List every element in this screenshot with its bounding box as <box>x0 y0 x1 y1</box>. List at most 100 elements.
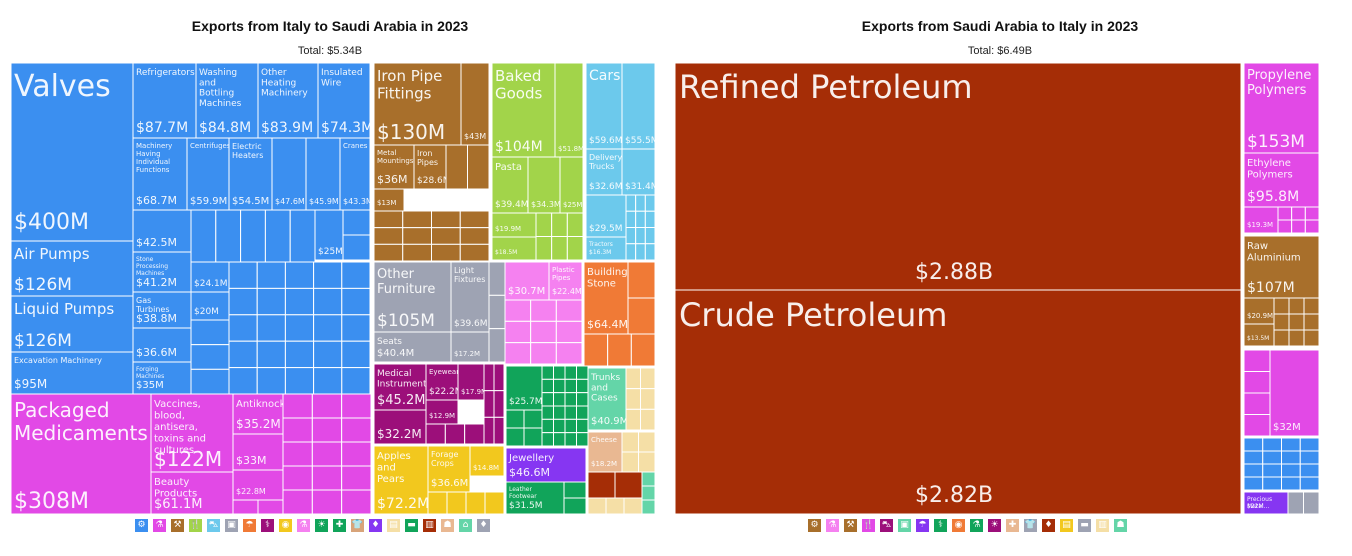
legend-mineral-icon[interactable]: ♦ <box>1041 518 1056 533</box>
legend-paper-icon[interactable]: ▤ <box>386 518 401 533</box>
treemap-cell <box>341 287 371 316</box>
legend-textiles-icon[interactable]: ▣ <box>897 518 912 533</box>
legend-footwear-icon[interactable]: ✚ <box>332 518 347 533</box>
cell-label: Fixtures <box>454 275 485 284</box>
treemap-cell <box>638 431 656 453</box>
treemap-cell <box>674 62 1242 291</box>
treemap-cell <box>1243 206 1279 234</box>
treemap-cell <box>445 144 468 190</box>
legend-textiles-icon[interactable]: ☀ <box>314 518 329 533</box>
treemap-cell <box>311 465 343 491</box>
legend-machinery-icon[interactable]: ☀ <box>987 518 1002 533</box>
legend-plastics-icon[interactable]: ⚗ <box>825 518 840 533</box>
treemap-cell <box>541 405 554 420</box>
cell-label: Leather <box>509 486 532 493</box>
cell-label: Pipes <box>552 274 571 282</box>
legend-miscellaneous-icon[interactable]: ▣ <box>224 518 239 533</box>
cell-value: $59.6M <box>589 136 623 146</box>
treemap-cell <box>576 432 589 447</box>
treemap-cell <box>564 378 577 394</box>
treemap-cell <box>627 297 656 335</box>
legend-foodstuffs-icon[interactable]: ▤ <box>1059 518 1074 533</box>
legend-animal-hides-icon[interactable]: 👕 <box>350 518 365 533</box>
treemap-cell <box>282 417 313 443</box>
treemap-cell <box>1243 371 1271 394</box>
cell-label: Footwear <box>509 493 537 500</box>
cell-value: $31.5M <box>509 501 543 511</box>
treemap-cell <box>640 408 656 431</box>
cell-value: $34.3M <box>531 200 561 209</box>
legend-weapons-icon[interactable]: ▬ <box>404 518 419 533</box>
legend-miscellaneous-icon[interactable]: 👕 <box>1023 518 1038 533</box>
legend-plastics-icon[interactable]: ⚗ <box>296 518 311 533</box>
cell-label: Machines <box>136 373 164 380</box>
treemap-cell <box>284 340 315 369</box>
legend-instruments-icon[interactable]: ⛍ <box>879 518 894 533</box>
treemap-cell <box>554 62 584 158</box>
treemap-cell <box>644 194 656 212</box>
cell-value: $32.6M <box>589 182 623 192</box>
legend-stone-glass-icon[interactable]: ☂ <box>242 518 257 533</box>
cell-value: $24.1M <box>194 279 228 289</box>
treemap-cell <box>459 227 490 245</box>
legend-mineral-icon[interactable]: ▥ <box>422 518 437 533</box>
legend-metals-icon[interactable]: ⚙ <box>807 518 822 533</box>
treemap-cell <box>576 378 589 394</box>
cell-value: $46.6M <box>509 466 550 479</box>
treemap-cell <box>530 320 557 344</box>
treemap-cell <box>256 287 286 316</box>
legend-animal-products-icon[interactable]: ✚ <box>1005 518 1020 533</box>
legend-stone-glass-icon[interactable]: ◉ <box>951 518 966 533</box>
treemap-cell <box>132 327 192 363</box>
treemap-cell <box>342 209 371 236</box>
cell-value: $43M <box>464 132 486 141</box>
treemap-cell <box>228 314 258 342</box>
legend-vegetables-icon[interactable]: ⚗ <box>969 518 984 533</box>
treemap-cell <box>373 227 404 245</box>
cell-value: $25.7M <box>509 397 543 407</box>
cell-value: $40.9M <box>591 416 628 427</box>
cell-label: Tractors <box>588 241 613 248</box>
treemap-cell <box>256 314 286 342</box>
legend-arts-icon[interactable]: ♦ <box>476 518 491 533</box>
legend-transportation-icon[interactable]: ⛍ <box>206 518 221 533</box>
cell-value: $126M <box>14 331 72 351</box>
treemap-cell <box>1287 491 1304 515</box>
cell-label: and <box>377 463 396 474</box>
treemap-cell <box>313 340 343 369</box>
legend-metals-alt-icon[interactable]: ⚒ <box>843 518 858 533</box>
legend-vegetables-icon[interactable]: ◉ <box>278 518 293 533</box>
treemap-cell <box>339 137 371 211</box>
treemap-cell <box>256 340 286 369</box>
legend-precious-metals-icon[interactable]: ☂ <box>915 518 930 533</box>
legend-machinery-icon[interactable]: ⚙ <box>134 518 149 533</box>
treemap-cell <box>341 340 371 369</box>
cell-value: $22.4M <box>552 287 582 296</box>
legend-chemicals-icon[interactable]: ⚗ <box>152 518 167 533</box>
legend-chemicals-icon[interactable]: 🍴 <box>861 518 876 533</box>
treemap-cell <box>311 441 343 467</box>
cell-value: $22.2M <box>429 387 463 397</box>
treemap-cell <box>240 209 266 263</box>
cell-label: Aluminium <box>1247 253 1301 264</box>
treemap-cell <box>493 416 505 445</box>
treemap-saudi-to-italy: Refined Petroleum $2.88B Crude Petroleum $2… <box>674 62 1320 515</box>
cell-value: $41.2M <box>136 276 177 289</box>
cell-value: $72.2M <box>377 496 429 512</box>
legend-animal-products-icon[interactable]: ☗ <box>440 518 455 533</box>
legend-precious-metals-icon[interactable]: ♦ <box>368 518 383 533</box>
legend-arts-icon[interactable]: ☗ <box>1113 518 1128 533</box>
legend-wood-icon[interactable]: ⌂ <box>458 518 473 533</box>
cell-value: $13M <box>377 199 396 207</box>
legend-metals-icon[interactable]: ⚒ <box>170 518 185 533</box>
legend-paper-icon[interactable]: ▥ <box>1095 518 1110 533</box>
legend-transportation-icon[interactable]: ▬ <box>1077 518 1092 533</box>
cell-value: $2.82B <box>915 483 993 508</box>
treemap-cell <box>553 418 566 434</box>
cell-value: $105M <box>377 311 435 331</box>
cell-value: $39.4M <box>495 200 529 210</box>
treemap-cell <box>459 243 490 262</box>
legend-foodstuffs-icon[interactable]: 🍴 <box>188 518 203 533</box>
legend-footwear-icon[interactable]: ⚕ <box>933 518 948 533</box>
legend-instruments-icon[interactable]: ⚕ <box>260 518 275 533</box>
